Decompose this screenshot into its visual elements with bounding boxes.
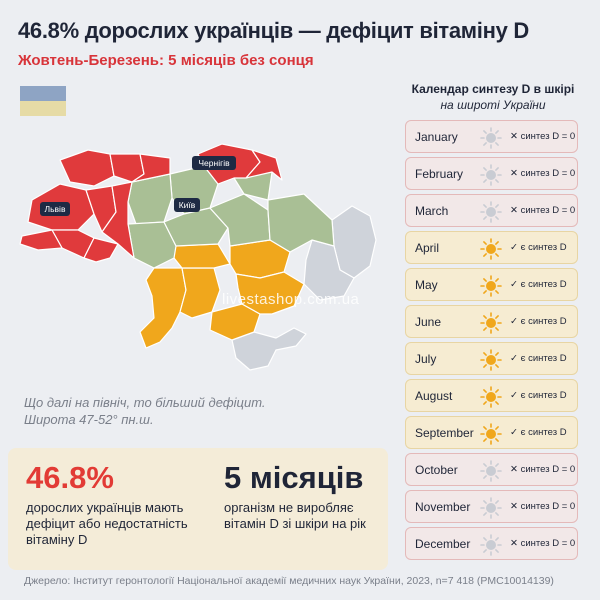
calendar-month-status: ✓ є синтез D <box>510 316 567 327</box>
calendar-row-march: March ✕ синтез D = 0 <box>405 194 578 227</box>
calendar-row-february: February ✕ синтез D = 0 <box>405 157 578 190</box>
city-label-kyiv: Київ <box>179 200 196 210</box>
calendar-month-name: May <box>415 277 438 292</box>
calendar-month-name: August <box>415 388 453 403</box>
stat-deficit-value: 46.8% <box>26 460 114 495</box>
region-zaporizhzhia <box>235 271 305 315</box>
map-note-line2: Широта 47-52° пн.ш. <box>24 412 154 427</box>
calendar-month-status: ✕ синтез D = 0 <box>510 464 576 475</box>
calendar-month-status: ✓ є синтез D <box>510 390 567 401</box>
region-odesa <box>139 267 187 349</box>
city-label-lviv: Львів <box>45 204 66 214</box>
calendar-month-name: January <box>415 129 458 144</box>
calendar-row-august: August ✓ є синтез D <box>405 379 578 412</box>
city-marker-kyiv: Київ <box>174 198 200 212</box>
map-note: Що далі на північ, то більший дефіцит. Ш… <box>24 394 324 428</box>
region-donetsk <box>303 239 355 301</box>
calendar-list: January ✕ синтез D = 0 February ✕ синтез D … <box>405 120 578 564</box>
source-note: Джерело: Інститут геронтології Національ… <box>24 575 554 587</box>
city-label-chernihiv: Чернігів <box>198 158 230 168</box>
calendar-row-april: April ✓ є синтез D <box>405 231 578 264</box>
calendar-title: Календар синтезу D в шкірі <box>411 82 575 96</box>
region-volyn <box>59 149 115 187</box>
calendar-month-status: ✓ є синтез D <box>510 353 567 364</box>
stats-panel: 46.8% дорослих українців мають дефіцит а… <box>8 448 388 570</box>
region-khmelnytskyi <box>101 181 135 259</box>
calendar-row-may: May ✓ є синтез D <box>405 268 578 301</box>
stat-months-value: 5 місяців <box>224 460 364 495</box>
calendar-row-september: September ✓ є синтез D <box>405 416 578 449</box>
calendar-month-name: June <box>415 314 442 329</box>
region-sumy <box>245 149 283 181</box>
region-zhytomyr <box>131 153 171 183</box>
calendar-month-name: December <box>415 536 471 551</box>
calendar-month-status: ✕ синтез D = 0 <box>510 131 576 142</box>
calendar-month-name: September <box>415 425 474 440</box>
stat-deficit-label: дорослих українців мають дефіцит або нед… <box>26 500 188 547</box>
region-kirovohrad <box>173 243 231 269</box>
ukraine-map: Львів Київ Чернігів <box>19 143 377 371</box>
stat-months-label: організм не виробляє вітамін D зі шкіри … <box>224 500 366 531</box>
city-marker-lviv: Львів <box>40 202 70 216</box>
calendar-month-name: April <box>415 240 440 255</box>
calendar-month-name: October <box>415 462 458 477</box>
ukraine-flag-icon <box>20 86 66 116</box>
calendar-row-november: November ✕ синтез D = 0 <box>405 490 578 523</box>
region-kharkiv <box>267 193 335 253</box>
region-crimea <box>231 327 307 371</box>
calendar-row-january: January ✕ синтез D = 0 <box>405 120 578 153</box>
calendar-month-status: ✕ синтез D = 0 <box>510 538 576 549</box>
calendar-month-status: ✓ є синтез D <box>510 242 567 253</box>
calendar-subtitle: на широті України <box>440 98 546 112</box>
calendar-month-status: ✕ синтез D = 0 <box>510 168 576 179</box>
calendar-month-name: March <box>415 203 449 218</box>
region-mykolaiv <box>179 267 221 319</box>
map-note-line1: Що далі на північ, то більший дефіцит. <box>24 395 266 410</box>
calendar-month-name: November <box>415 499 471 514</box>
calendar-row-july: July ✓ є синтез D <box>405 342 578 375</box>
calendar-row-june: June ✓ є синтез D <box>405 305 578 338</box>
calendar-month-name: July <box>415 351 437 366</box>
page-subtitle: Жовтень-Березень: 5 місяців без сонця <box>18 52 314 69</box>
page-title: 46.8% дорослих українців — дефіцит вітам… <box>18 18 529 43</box>
calendar-month-status: ✓ є синтез D <box>510 427 567 438</box>
city-marker-chernihiv: Чернігів <box>192 156 236 170</box>
calendar-month-status: ✕ синтез D = 0 <box>510 205 576 216</box>
region-zakarpattia <box>19 229 63 251</box>
region-chernivtsi <box>83 237 119 263</box>
calendar-row-december: December ✕ синтез D = 0 <box>405 527 578 560</box>
calendar-row-october: October ✕ синтез D = 0 <box>405 453 578 486</box>
calendar-month-status: ✕ синтез D = 0 <box>510 501 576 512</box>
calendar-month-status: ✓ є синтез D <box>510 279 567 290</box>
watermark: livestashop.com.ua <box>222 291 360 308</box>
calendar-month-name: February <box>415 166 464 181</box>
